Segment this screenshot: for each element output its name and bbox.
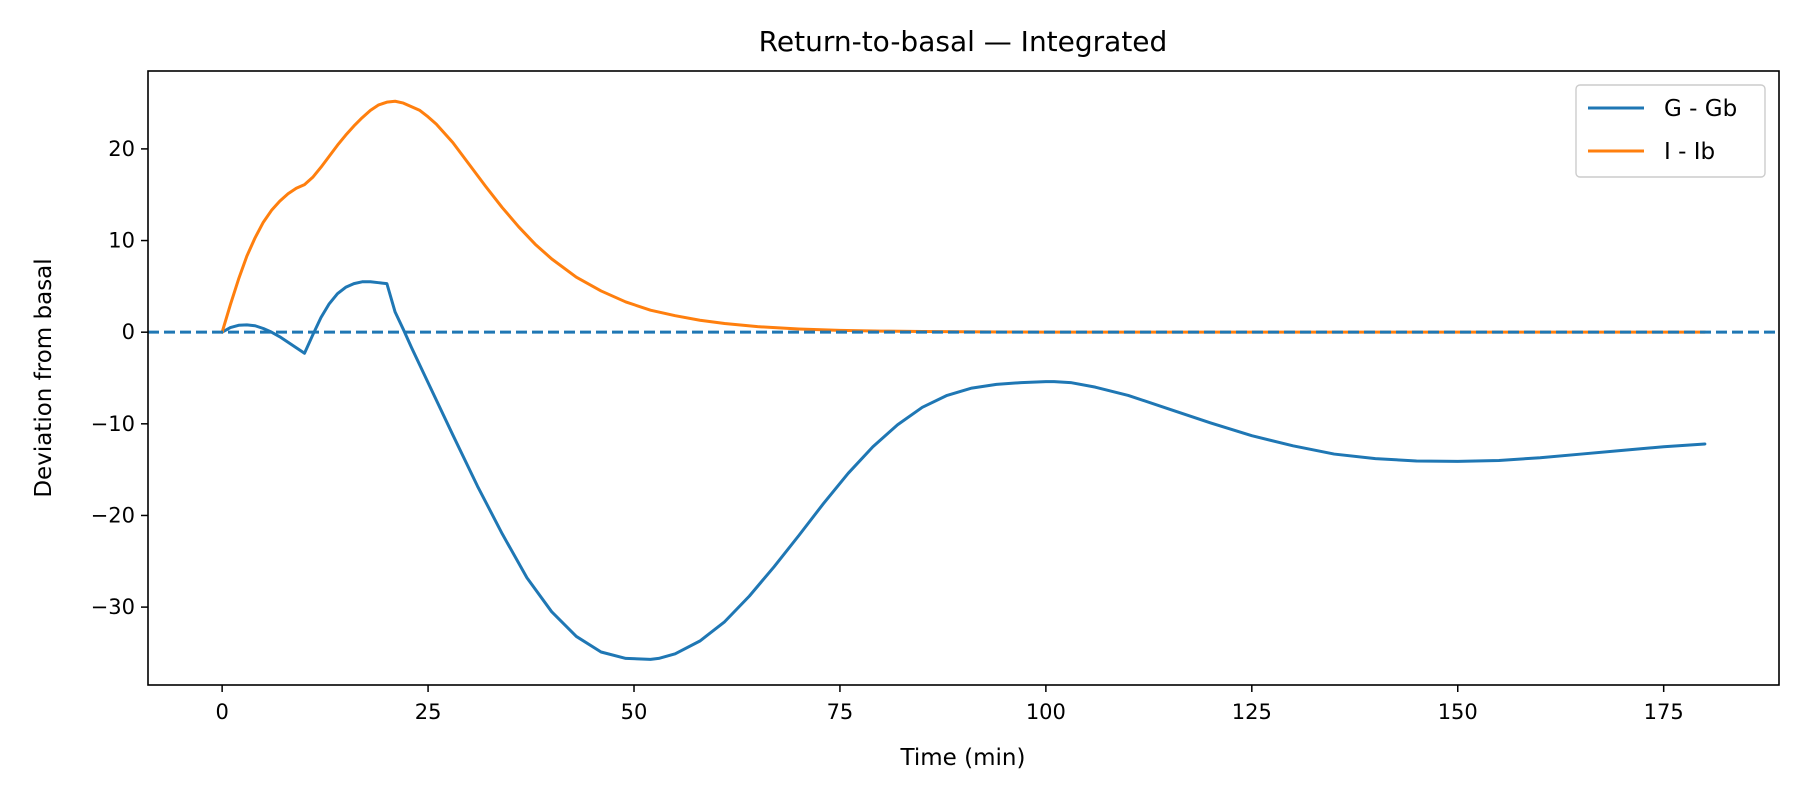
x-axis-label: Time (min)	[900, 745, 1026, 771]
legend-label-i: I - Ib	[1664, 139, 1715, 165]
y-tick-label: −20	[91, 503, 135, 527]
plot-frame	[147, 70, 1780, 686]
x-tick-label: 0	[215, 700, 228, 724]
x-axis: 0 25 50 75 100 125 150 175	[215, 685, 1684, 724]
plot-area	[148, 99, 1779, 661]
x-tick-label: 100	[1026, 700, 1066, 724]
x-tick-label: 25	[415, 700, 442, 724]
x-tick-label: 50	[621, 700, 648, 724]
y-tick-label: −10	[91, 412, 135, 436]
y-axis: 20 10 0 −10 −20 −30	[91, 137, 148, 619]
legend: G - Gb I - Ib	[1575, 84, 1766, 178]
y-tick-label: −30	[91, 595, 135, 619]
x-tick-label: 75	[827, 700, 854, 724]
y-tick-label: 10	[108, 229, 135, 253]
legend-label-g: G - Gb	[1664, 96, 1737, 122]
chart-title: Return-to-basal — Integrated	[759, 25, 1168, 58]
y-tick-label: 0	[122, 320, 135, 344]
y-tick-label: 20	[108, 137, 135, 161]
y-axis-label: Deviation from basal	[31, 258, 57, 497]
series-line-g-gb	[220, 280, 1707, 661]
x-tick-label: 175	[1644, 700, 1684, 724]
x-tick-label: 150	[1438, 700, 1478, 724]
x-tick-label: 125	[1232, 700, 1272, 724]
